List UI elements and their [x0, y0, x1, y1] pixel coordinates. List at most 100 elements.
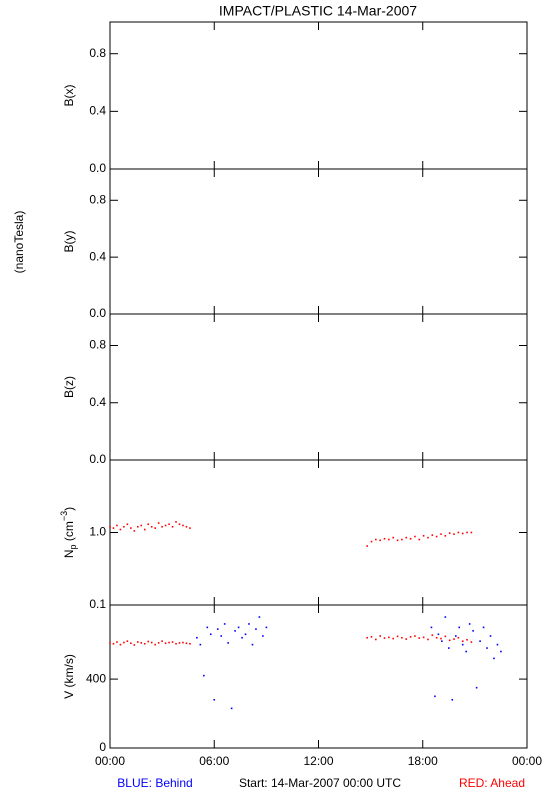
- data-point: [133, 644, 136, 646]
- data-point: [422, 535, 425, 537]
- y-tick-label: 0.1: [89, 597, 106, 611]
- data-point: [418, 538, 421, 541]
- data-point: [133, 530, 136, 532]
- data-point: [482, 626, 485, 629]
- data-point: [461, 532, 464, 535]
- data-point: [206, 626, 209, 629]
- data-point: [154, 527, 156, 529]
- data-point: [150, 525, 153, 528]
- data-point: [475, 686, 478, 689]
- data-point: [453, 638, 455, 640]
- data-point: [472, 630, 474, 632]
- data-point: [185, 525, 188, 528]
- data-point: [157, 522, 160, 524]
- data-point: [392, 536, 395, 539]
- data-point: [171, 641, 174, 643]
- data-point: [496, 643, 499, 646]
- data-point: [161, 640, 163, 642]
- data-point: [178, 642, 181, 644]
- data-point: [366, 636, 368, 639]
- y-tick-label: 400: [86, 671, 106, 685]
- data-point: [262, 635, 264, 637]
- data-point: [458, 626, 461, 629]
- panel-frame: [109, 168, 528, 315]
- data-point: [435, 636, 438, 639]
- data-point: [227, 642, 229, 644]
- y-axis-label: B(z): [62, 376, 76, 398]
- y-tick-label: 0.4: [89, 104, 106, 118]
- data-point: [182, 524, 184, 527]
- data-point: [199, 643, 202, 646]
- data-point: [379, 635, 381, 637]
- data-point: [182, 641, 184, 644]
- data-point: [430, 626, 433, 629]
- data-point: [468, 623, 471, 625]
- data-point: [230, 707, 233, 710]
- data-point: [143, 642, 146, 645]
- data-point: [461, 643, 464, 646]
- data-point: [370, 540, 373, 543]
- data-point: [126, 523, 129, 526]
- data-point: [248, 623, 250, 625]
- data-point: [220, 635, 222, 637]
- y-tick-label: 0.0: [89, 306, 106, 320]
- data-point: [241, 636, 243, 639]
- data-point: [383, 537, 386, 540]
- y-tick-label: 0.8: [89, 46, 106, 60]
- data-point: [431, 534, 434, 536]
- data-point: [119, 528, 122, 531]
- data-point: [440, 533, 442, 535]
- data-point: [154, 643, 156, 646]
- data-point: [123, 525, 125, 528]
- data-point: [435, 535, 438, 538]
- legend-ahead: RED: Ahead: [459, 776, 525, 790]
- data-point: [454, 635, 457, 637]
- data-point: [448, 532, 451, 534]
- y-axis-label: B(x): [62, 85, 76, 107]
- data-point: [244, 633, 247, 636]
- data-point: [448, 647, 450, 649]
- data-point: [479, 640, 481, 642]
- data-point: [437, 633, 440, 636]
- data-point: [470, 531, 473, 534]
- data-point: [164, 524, 167, 527]
- data-point: [157, 642, 160, 644]
- data-point: [112, 642, 115, 645]
- data-point: [500, 650, 502, 653]
- data-point: [140, 524, 143, 527]
- data-point: [130, 527, 132, 529]
- y-axis-label: V (km/s): [62, 654, 76, 699]
- start-label: Start: 14-Mar-2007 00:00 UTC: [239, 776, 401, 790]
- data-point: [414, 635, 416, 637]
- x-tick-label: 12:00: [303, 754, 333, 768]
- data-point: [405, 638, 408, 640]
- data-point: [422, 636, 425, 639]
- data-point: [461, 640, 464, 642]
- data-point: [470, 641, 473, 643]
- chart-title: IMPACT/PLASTIC 14-Mar-2007: [219, 3, 417, 19]
- panel-frame: [109, 459, 528, 606]
- data-point: [140, 642, 143, 644]
- data-point: [401, 636, 403, 639]
- data-point: [147, 640, 150, 643]
- y-tick-label: 0.8: [89, 192, 106, 206]
- y-axis-label-part: −3: [59, 511, 69, 521]
- data-point: [383, 637, 386, 639]
- data-point: [466, 639, 468, 641]
- y-axis-label-part: N: [62, 549, 76, 558]
- data-point: [185, 642, 188, 645]
- data-point: [130, 642, 132, 645]
- data-point: [175, 642, 177, 645]
- data-point: [178, 523, 181, 526]
- data-point: [388, 636, 390, 639]
- data-point: [388, 538, 390, 541]
- legend-behind: BLUE: Behind: [117, 776, 192, 790]
- data-point: [216, 628, 219, 630]
- data-point: [189, 527, 191, 529]
- y-axis-label-part: ): [62, 507, 76, 511]
- data-point: [213, 698, 216, 701]
- data-point: [137, 641, 139, 643]
- y-axis-label-part: p: [68, 544, 78, 549]
- data-point: [150, 641, 153, 644]
